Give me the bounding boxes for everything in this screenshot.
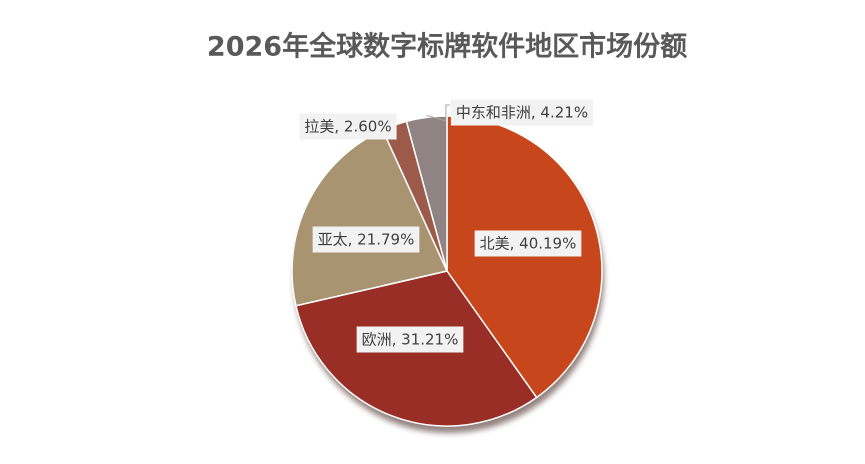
pie-slice: 中东和非洲 — [405, 115, 448, 272]
data-label-bg — [312, 226, 420, 253]
data-label: 中东和非洲, 4.21% — [456, 104, 588, 122]
data-label: 北美, 40.19% — [480, 235, 577, 253]
labels: 北美, 40.19% 欧洲, 31.21% 亚太, 21.79% 拉美, 2.60% 中… — [299, 99, 594, 353]
data-label: 欧洲, 31.21% — [362, 331, 459, 349]
chart-title: 2026年全球数字标牌软件地区市场份额 — [207, 31, 687, 63]
data-label-bg — [299, 113, 397, 140]
data-label-bg — [474, 230, 582, 257]
data-label-bg — [356, 326, 464, 353]
pie-slice: 亚太 — [291, 128, 449, 307]
slices: 北美欧洲亚太拉美中东和非洲 — [291, 115, 603, 427]
leader-line — [426, 104, 450, 122]
data-label: 拉美, 2.60% — [304, 118, 391, 136]
data-label: 亚太, 21.79% — [318, 231, 415, 249]
data-label-bg — [450, 99, 594, 126]
